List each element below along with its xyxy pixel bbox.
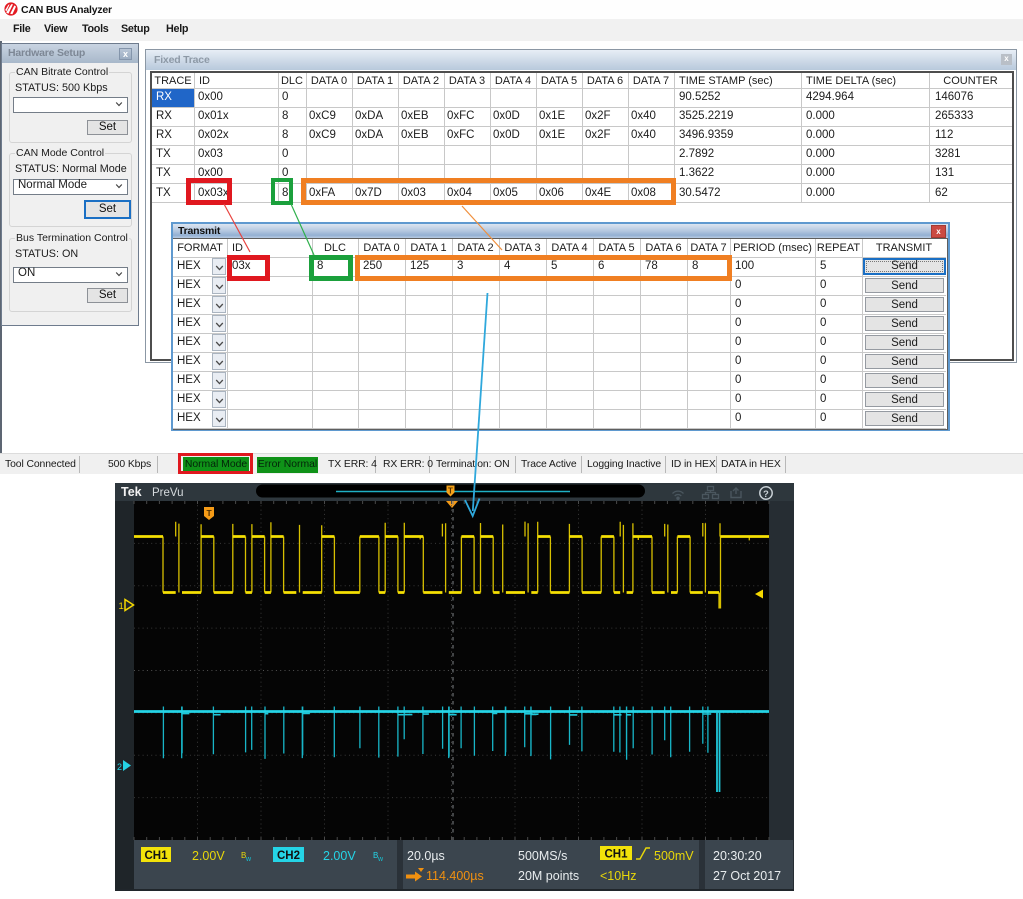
svg-text:w: w [245,856,252,863]
svg-text:Tek: Tek [121,485,142,499]
svg-text:?: ? [763,489,769,500]
svg-text:20:30:20: 20:30:20 [713,849,762,863]
svg-text:T: T [207,508,213,518]
svg-text:20M points: 20M points [518,869,579,883]
svg-text:CH2: CH2 [277,850,300,862]
svg-text:<10Hz: <10Hz [600,869,636,883]
svg-text:2.00V: 2.00V [323,849,356,863]
svg-text:B: B [373,851,378,860]
svg-text:27 Oct 2017: 27 Oct 2017 [713,869,781,883]
svg-text:w: w [377,856,384,863]
svg-text:114.400µs: 114.400µs [426,869,484,883]
svg-text:T: T [448,487,453,496]
svg-text:CH1: CH1 [144,850,168,862]
svg-text:500mV: 500mV [654,849,694,863]
svg-text:500MS/s: 500MS/s [518,849,567,863]
svg-text:CH1: CH1 [604,849,628,861]
svg-text:PreVu: PreVu [152,487,184,499]
svg-text:2.00V: 2.00V [192,849,225,863]
svg-text:1: 1 [119,601,124,612]
svg-text:20.0µs: 20.0µs [407,849,445,863]
svg-text:B: B [241,851,246,860]
svg-text:2: 2 [117,762,122,772]
